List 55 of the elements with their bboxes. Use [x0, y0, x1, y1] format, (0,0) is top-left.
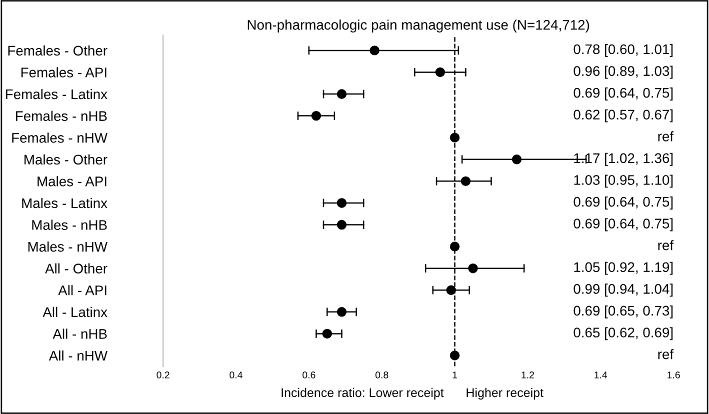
point [446, 285, 456, 295]
y-tick-label: Males - Other [24, 154, 108, 165]
text: Higher receipt [466, 388, 544, 400]
point [512, 154, 522, 164]
y-tick-label: Females - nHW [12, 132, 108, 143]
annotation: 0.62 [0.57, 0.67] [574, 109, 673, 122]
y-tick-label: Females - Other [8, 45, 108, 56]
point [322, 328, 332, 339]
x-tick-label: 1.4 [594, 372, 608, 378]
point [460, 176, 471, 186]
y-tick-label: Females - Latinx [6, 88, 108, 100]
point [311, 110, 322, 121]
x-tick-label: 0.6 [302, 372, 316, 378]
point [370, 46, 380, 56]
annotation: 0.78 [0.60, 1.01] [574, 44, 673, 57]
x-tick-label: 1 [452, 372, 457, 378]
annotation: 0.99 [0.94, 1.04] [574, 284, 673, 297]
annotation: ref [658, 131, 674, 142]
annotation: 0.69 [0.64, 0.75] [574, 218, 673, 232]
annotation: 0.65 [0.62, 0.69] [574, 327, 673, 340]
x-tick-label: 0.2 [156, 372, 170, 378]
x-tick-label: 1.2 [522, 372, 534, 378]
y-tick-label: Females - nHB [16, 110, 107, 121]
x-tick-label: 0.4 [230, 372, 242, 378]
chart-title: Non-pharmacologic pain management use (N=124,712) [248, 20, 590, 33]
annotation: ref [658, 349, 674, 360]
y-tick-label: Males - nHB [32, 220, 107, 230]
y-tick-label: All - API [58, 285, 106, 296]
annotation: 1.05 [0.92, 1.19] [574, 262, 673, 275]
annotation: 1.03 [0.95, 1.10] [574, 174, 673, 188]
point [336, 198, 347, 208]
x-axis-title: Incidence ratio: Lower receipt [282, 388, 444, 400]
annotation: ref [658, 240, 674, 250]
point [468, 263, 478, 274]
y-tick-label: All - nHB [52, 328, 107, 339]
annotation: 0.96 [0.89, 1.03] [574, 66, 673, 79]
y-tick-label: Females - API [21, 67, 106, 78]
y-tick-label: All - Latinx [42, 306, 108, 318]
point [336, 220, 347, 230]
y-tick-label: All - Other [45, 263, 108, 274]
point [336, 307, 347, 317]
point [336, 89, 347, 99]
point [450, 132, 460, 142]
point [450, 350, 460, 360]
y-tick-label: Males - nHW [28, 242, 108, 252]
annotation: 0.69 [0.64, 0.75] [574, 88, 673, 100]
point [435, 67, 446, 78]
y-tick-label: Males - API [38, 176, 106, 186]
annotation: 0.69 [0.65, 0.73] [574, 305, 673, 318]
y-tick-label: Males - Latinx [22, 198, 108, 208]
x-tick-label: 1.6 [668, 372, 680, 378]
point [450, 242, 460, 252]
annotation: 0.69 [0.64, 0.75] [574, 196, 673, 210]
x-tick-label: 0.8 [375, 372, 388, 378]
y-tick-label: All - nHW [48, 350, 108, 361]
